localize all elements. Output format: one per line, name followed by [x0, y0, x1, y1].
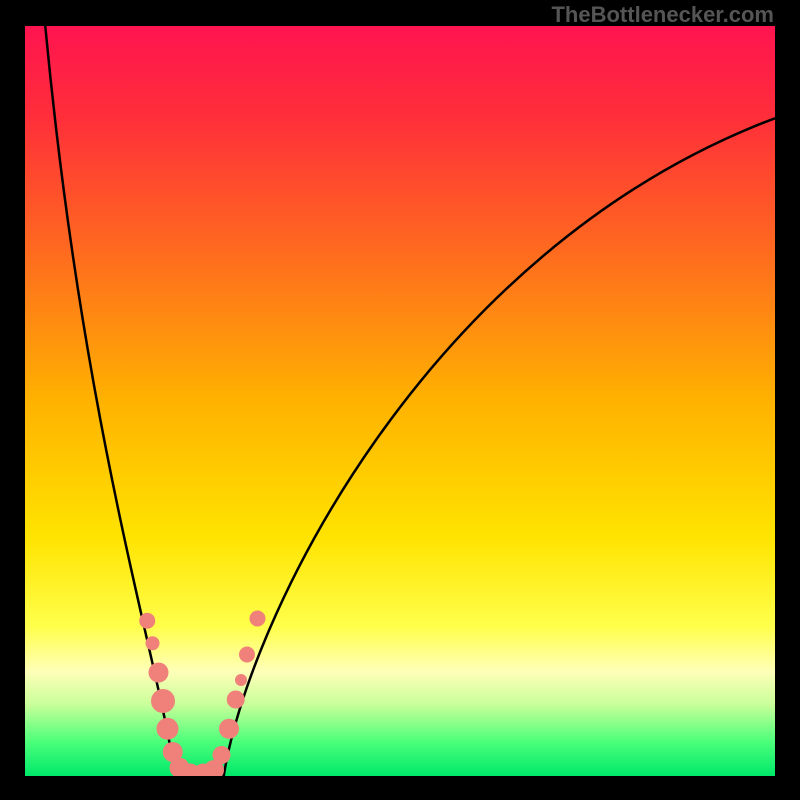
- data-marker: [235, 674, 247, 686]
- data-marker: [146, 636, 160, 650]
- chart-frame: [775, 0, 800, 800]
- chart-frame: [0, 0, 25, 800]
- data-marker: [219, 719, 239, 739]
- data-marker: [151, 689, 175, 713]
- data-marker: [227, 691, 245, 709]
- data-marker: [250, 611, 266, 627]
- data-marker: [239, 647, 255, 663]
- data-marker: [149, 663, 169, 683]
- data-marker: [139, 613, 155, 629]
- data-marker: [157, 718, 179, 740]
- bottleneck-chart: [25, 26, 775, 776]
- chart-background: [25, 26, 775, 776]
- watermark-text: TheBottlenecker.com: [551, 2, 774, 28]
- data-marker: [213, 746, 231, 764]
- chart-frame: [0, 776, 800, 800]
